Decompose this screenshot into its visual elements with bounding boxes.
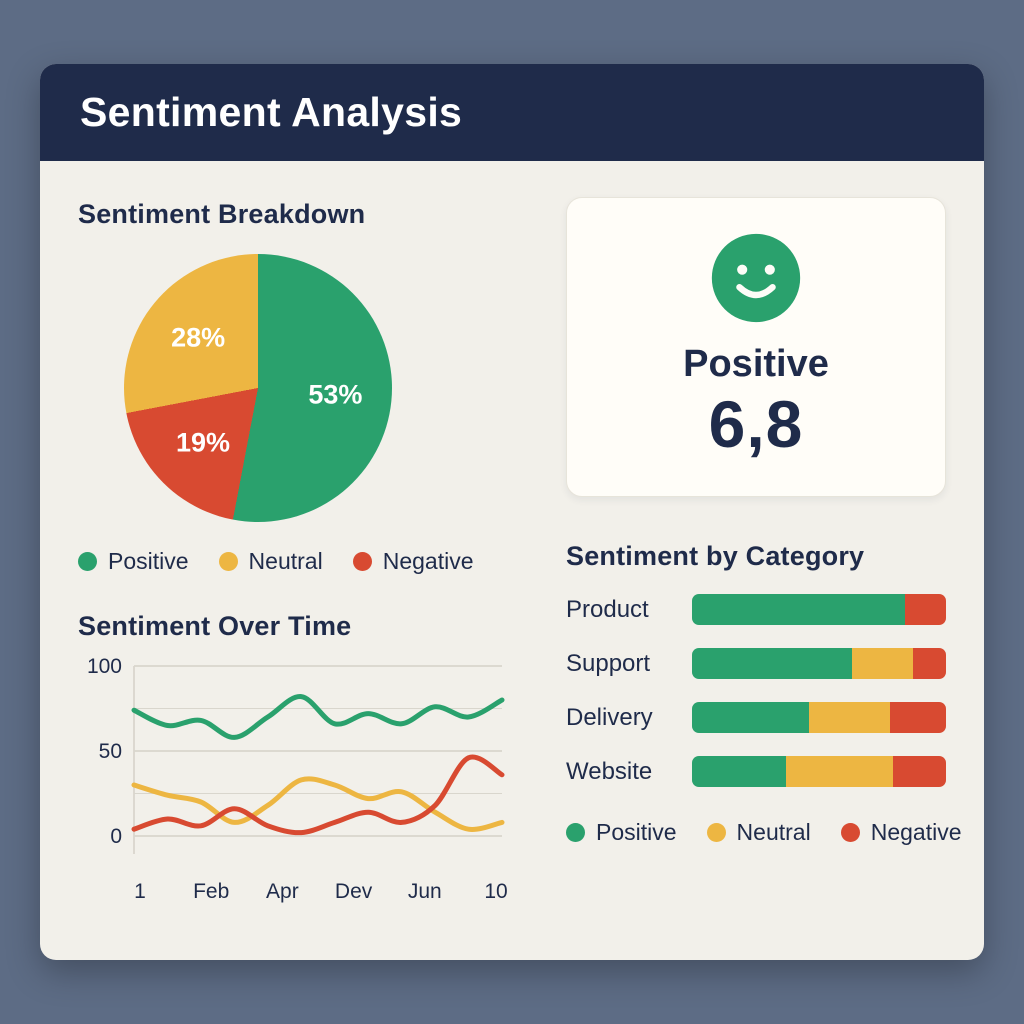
left-column: Sentiment Breakdown 53% 19% 28% Positive Ne… [78,191,512,904]
bar-segment-negative [890,702,946,733]
positive-dot-icon [566,823,585,842]
y-tick-label: 0 [110,825,122,848]
legend-label: Positive [596,819,677,845]
bar-segment-negative [892,756,946,787]
legend-item-neutral: Neutral [706,819,811,846]
line-chart-wrap: 0 50 100 1 Feb Apr Dev Jun 10 [78,654,512,904]
line-series-negative [131,754,505,836]
bar-segment-neutral [808,702,891,733]
overall-sentiment-score: 6,8 [708,387,804,461]
breakdown-title: Sentiment Breakdown [78,199,366,229]
line-series-neutral [131,776,505,832]
category-label: Delivery [566,703,653,731]
category-row-website: Website [566,756,946,787]
neutral-dot-icon [218,552,238,571]
overall-sentiment-label: Positive [683,343,829,385]
neutral-dot-icon [706,823,726,842]
pie-legend: Positive Neutral Negative [78,548,512,575]
bar-segment-positive [692,702,809,733]
x-tick-label: 1 [134,880,146,903]
x-tick-label: Feb [193,880,229,903]
x-tick-label: Jun [408,880,442,903]
pie-slice-label-negative: 19% [176,427,231,458]
positive-dot-icon [78,552,97,571]
category-title: Sentiment by Category [566,541,865,571]
pie-slice-label-positive: 53% [308,379,363,410]
x-tick-label: Apr [266,880,299,903]
legend-item-negative: Negative [352,548,474,575]
right-column: Positive 6,8 Sentiment by Category Produ… [566,191,961,904]
sentiment-pie-chart: 53% 19% 28% [124,254,392,522]
over-time-title: Sentiment Over Time [78,611,352,641]
x-tick-label: 10 [484,880,507,903]
pie-slice-label-neutral: 28% [171,322,226,353]
stacked-bar-delivery [692,702,946,733]
legend-item-positive: Positive [78,548,189,575]
bar-segment-positive [692,648,853,679]
negative-dot-icon [840,823,860,842]
legend-label: Positive [108,548,189,574]
category-label: Support [566,649,651,677]
stacked-bar-product [692,594,946,625]
bar-segment-positive [692,756,786,787]
legend-item-positive: Positive [566,819,677,846]
legend-label: Negative [870,819,962,845]
page-title: Sentiment Analysis [80,89,463,135]
category-row-support: Support [566,648,946,679]
y-tick-label: 50 [99,740,122,763]
stacked-bar-website [692,756,946,787]
smiley-face-icon [710,232,802,324]
dashboard-card: Sentiment Analysis Sentiment Breakdown 5… [40,64,984,960]
line-series-positive [131,694,505,740]
legend-label: Neutral [248,548,323,574]
bar-segment-neutral [785,756,893,787]
dashboard-header: Sentiment Analysis [40,64,984,161]
legend-item-neutral: Neutral [218,548,323,575]
legend-label: Negative [382,548,474,574]
category-bars: Product Support Delivery Website [566,594,946,787]
pie-chart-wrap: 53% 19% 28% [124,254,512,522]
category-row-product: Product [566,594,946,625]
dashboard-content: Sentiment Breakdown 53% 19% 28% Positive Ne… [40,161,984,904]
legend-item-negative: Negative [840,819,962,846]
category-label: Website [566,757,653,785]
bar-segment-positive [692,594,906,625]
overall-sentiment-card: Positive 6,8 [566,197,946,497]
x-tick-label: Dev [335,880,373,903]
category-label: Product [566,595,649,623]
y-tick-label: 100 [87,655,122,678]
bar-segment-negative [912,648,946,679]
legend-label: Neutral [736,819,811,845]
bar-segment-negative [905,594,946,625]
sentiment-over-time-chart: 0 50 100 1 Feb Apr Dev Jun 10 [87,655,508,903]
stacked-bar-support [692,648,946,679]
negative-dot-icon [352,552,372,571]
bar-segment-neutral [852,648,913,679]
category-row-delivery: Delivery [566,702,946,733]
category-legend: Positive Neutral Negative [566,819,961,846]
